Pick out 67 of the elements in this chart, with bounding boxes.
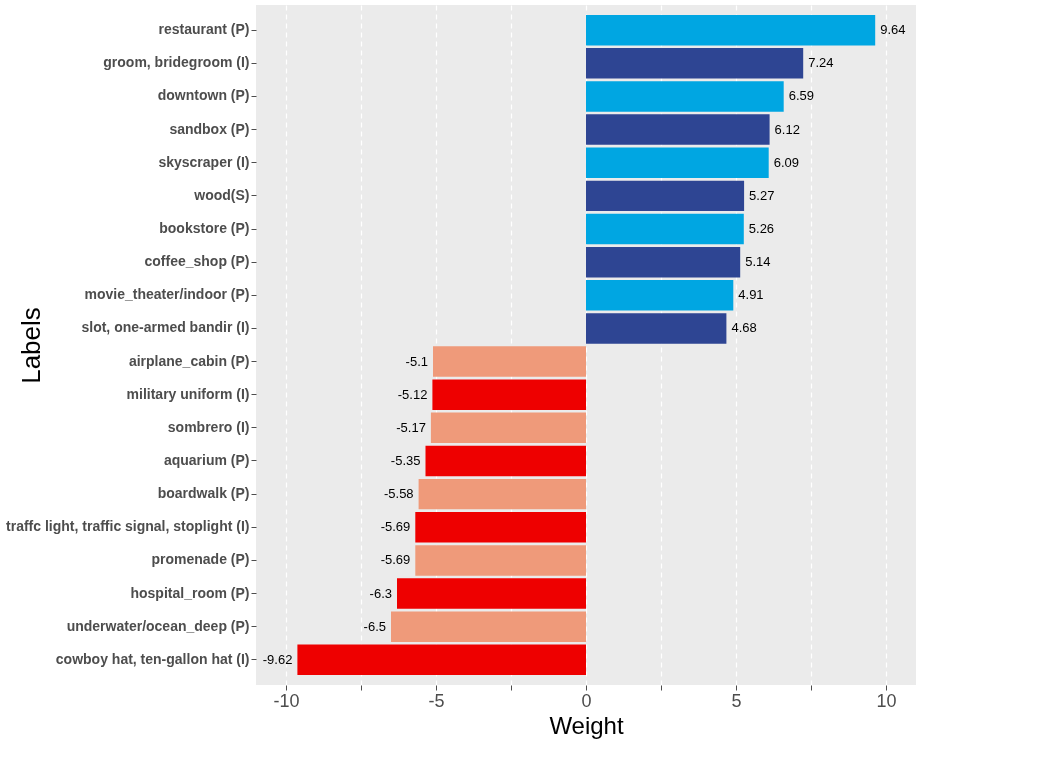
y-tick-label: sandbox (P) bbox=[169, 120, 250, 137]
x-tick-label: 10 bbox=[876, 690, 897, 711]
bar bbox=[586, 48, 804, 79]
bar bbox=[586, 147, 769, 178]
y-tick-label: coffee_shop (P) bbox=[144, 253, 250, 270]
x-tick-label: 5 bbox=[731, 690, 742, 711]
data-label: -9.62 bbox=[262, 651, 293, 667]
x-axis-title: Weight bbox=[549, 711, 624, 739]
y-tick-label: groom, bridegroom (I) bbox=[103, 54, 250, 71]
y-tick-label: underwater/ocean_deep (P) bbox=[66, 617, 250, 634]
y-tick-label: hospital_room (P) bbox=[130, 584, 250, 601]
y-tick-label: movie_theater/indoor (P) bbox=[84, 286, 250, 303]
bar bbox=[297, 644, 586, 676]
y-tick-label: skyscraper (I) bbox=[158, 153, 250, 170]
data-label: 5.26 bbox=[748, 221, 775, 237]
bar bbox=[586, 180, 745, 212]
data-label: -5.1 bbox=[405, 353, 428, 369]
y-tick-label: bookstore (P) bbox=[159, 220, 250, 237]
data-label: 4.68 bbox=[731, 320, 757, 336]
bar bbox=[586, 114, 770, 145]
bar bbox=[586, 246, 741, 278]
y-tick-label: aquarium (P) bbox=[163, 451, 250, 468]
data-label: -5.12 bbox=[397, 386, 428, 402]
y-tick-label: slot, one-armed bandir (I) bbox=[81, 319, 250, 336]
x-tick-label: -5 bbox=[428, 690, 445, 711]
y-tick-label: traffc light, traffic signal, stoplight (I) bbox=[6, 518, 250, 535]
y-tick-label: downtown (P) bbox=[157, 87, 250, 104]
data-label: 6.09 bbox=[773, 154, 800, 170]
data-label: 5.27 bbox=[749, 187, 775, 203]
bar bbox=[586, 81, 784, 112]
bar bbox=[391, 611, 586, 642]
y-tick-label: boardwalk (P) bbox=[157, 485, 250, 502]
data-label: 5.14 bbox=[745, 254, 771, 270]
data-label: -6.3 bbox=[369, 585, 392, 601]
bar bbox=[586, 213, 744, 245]
data-label: -5.35 bbox=[390, 452, 421, 468]
y-tick-label: sombrero (I) bbox=[167, 418, 250, 435]
bar bbox=[586, 280, 734, 311]
data-label: 9.64 bbox=[880, 22, 906, 38]
bar bbox=[425, 445, 586, 477]
bar bbox=[430, 412, 586, 444]
data-label: 4.91 bbox=[738, 287, 764, 303]
x-tick-label: -10 bbox=[273, 690, 300, 711]
bar bbox=[418, 478, 586, 510]
data-label: -6.5 bbox=[363, 618, 386, 634]
y-tick-label: restaurant (P) bbox=[158, 21, 250, 38]
data-label: -5.17 bbox=[396, 419, 426, 435]
bar bbox=[415, 512, 586, 543]
bar bbox=[432, 379, 586, 410]
data-label: 6.12 bbox=[774, 121, 800, 137]
bar bbox=[586, 14, 876, 46]
data-label: -5.58 bbox=[383, 486, 414, 502]
bar bbox=[586, 313, 727, 344]
y-tick-label: cowboy hat, ten-gallon hat (I) bbox=[55, 650, 250, 667]
y-axis-title: Labels bbox=[15, 307, 46, 384]
y-tick-label: promenade (P) bbox=[151, 551, 250, 568]
data-label: 7.24 bbox=[808, 55, 834, 71]
y-tick-label: wood(S) bbox=[193, 186, 250, 203]
data-label: -5.69 bbox=[380, 552, 411, 568]
bar bbox=[397, 578, 586, 609]
bar bbox=[433, 346, 586, 377]
y-tick-label: military uniform (I) bbox=[126, 385, 250, 402]
bar bbox=[415, 545, 586, 576]
y-tick-label: airplane_cabin (P) bbox=[128, 352, 250, 369]
data-label: 6.59 bbox=[788, 88, 815, 104]
x-tick-label: 0 bbox=[581, 690, 592, 711]
data-label: -5.69 bbox=[380, 519, 411, 535]
